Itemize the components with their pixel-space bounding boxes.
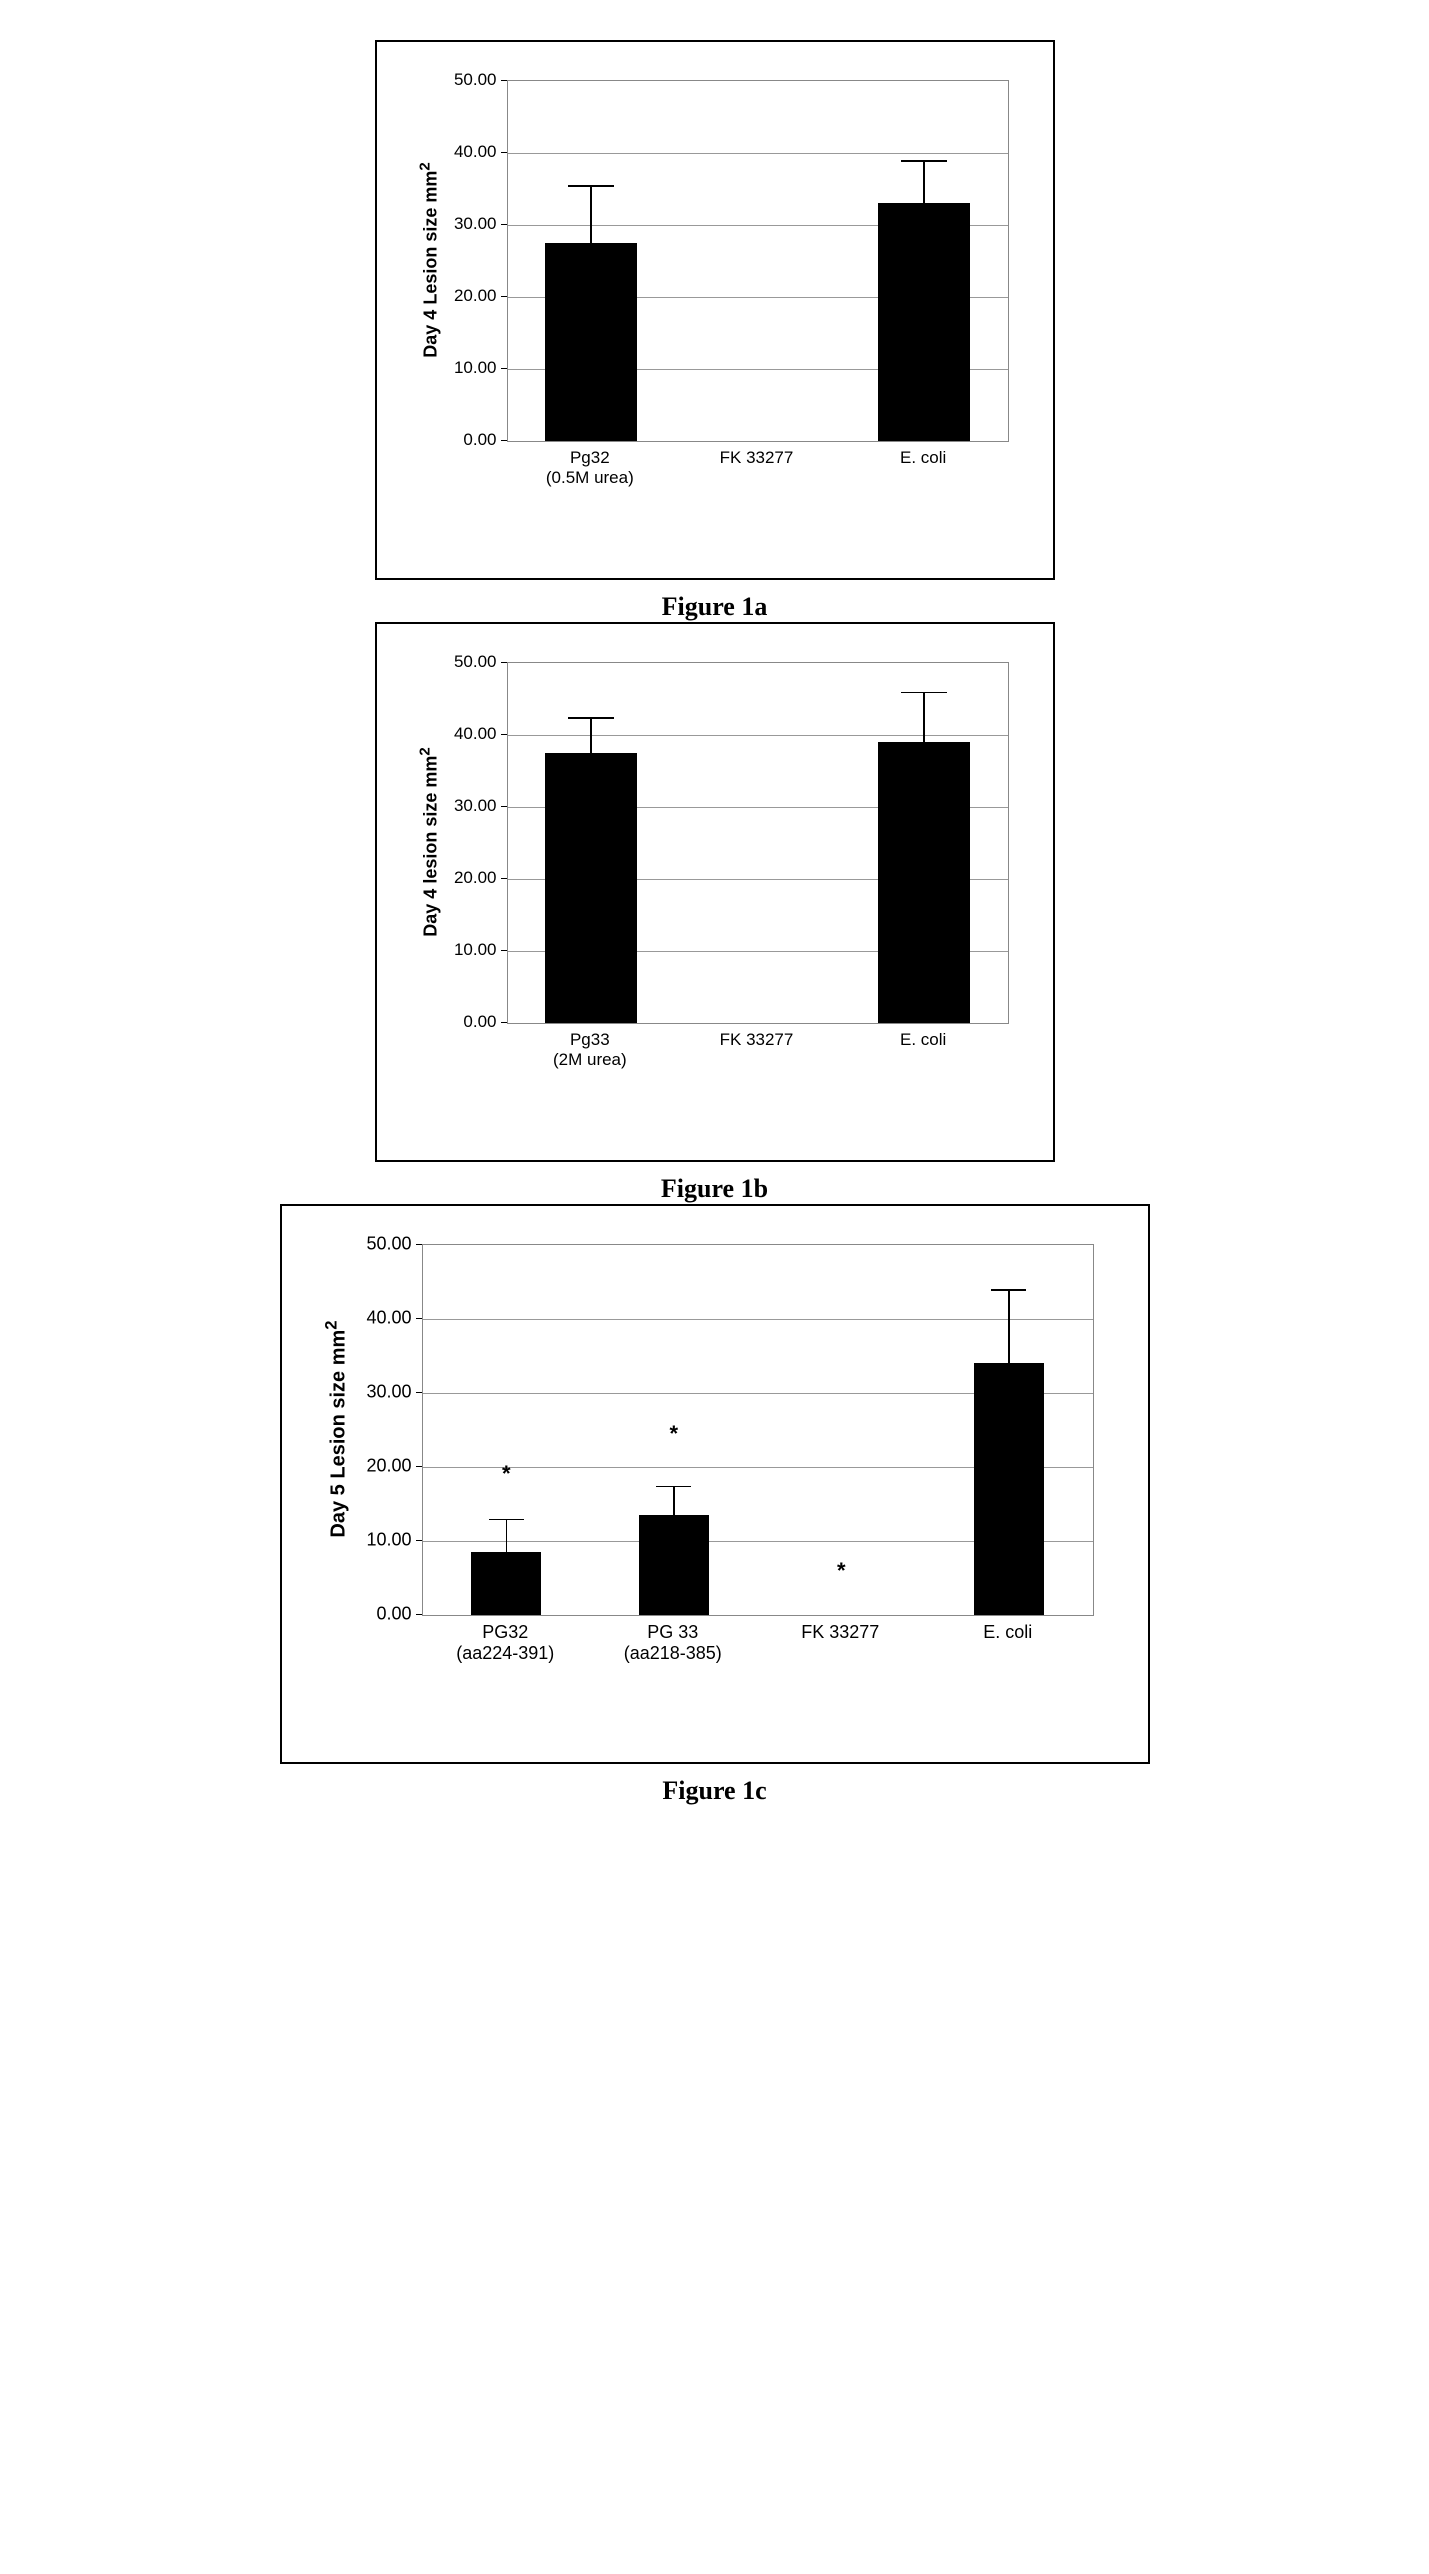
error-bar-cap [568, 185, 614, 187]
chart-frame: 0.00 10.00 20.00 30.00 40.00 50.00 Day 4 lesio… [375, 622, 1055, 1162]
y-tick-label: 30.00 [362, 1382, 412, 1403]
error-bar-cap [991, 1289, 1026, 1291]
x-category-label-line2: (2M urea) [507, 1050, 674, 1070]
bar [545, 753, 637, 1023]
x-category-label: E. coli [840, 1030, 1007, 1050]
y-axis-label: Day 4 lesion size mm2 [416, 747, 441, 936]
x-category-label: FK 33277 [757, 1622, 925, 1643]
x-category-label-line1: E. coli [840, 448, 1007, 468]
error-bar-stem [923, 692, 925, 742]
y-tick-label: 20.00 [447, 286, 497, 306]
gridline [423, 1319, 1093, 1320]
x-category-label: FK 33277 [673, 1030, 840, 1050]
figure-caption: Figure 1b [661, 1174, 768, 1204]
y-tick-label: 20.00 [362, 1456, 412, 1477]
y-tick-label: 10.00 [362, 1530, 412, 1551]
error-bar-stem [923, 160, 925, 203]
y-tick-label: 30.00 [447, 796, 497, 816]
x-category-label-line2: (aa218-385) [589, 1643, 757, 1664]
error-bar-cap [901, 160, 947, 162]
chart-box: 0.00 10.00 20.00 30.00 40.00 50.00 Day 5 Lesio… [300, 1224, 1130, 1744]
x-category-label-line1: PG 33 [589, 1622, 757, 1643]
chart-frame: 0.00 10.00 20.00 30.00 40.00 50.00 Day 4 Lesio… [375, 40, 1055, 580]
y-tick-label: 10.00 [447, 358, 497, 378]
y-axis-label-text: Day 5 Lesion size mm [327, 1330, 349, 1538]
y-axis-label-sup: 2 [416, 162, 433, 170]
gridline [508, 735, 1008, 736]
x-category-label: PG32(aa224-391) [422, 1622, 590, 1663]
figure-block: 0.00 10.00 20.00 30.00 40.00 50.00 Day 4 Lesio… [280, 40, 1150, 622]
bar [545, 243, 637, 441]
y-tick-label: 40.00 [447, 724, 497, 744]
y-tick-label: 40.00 [447, 142, 497, 162]
error-bar-cap [656, 1486, 691, 1488]
gridline [508, 153, 1008, 154]
error-bar-stem [590, 717, 592, 753]
y-tick-label: 0.00 [447, 1012, 497, 1032]
y-axis-label-text: Day 4 Lesion size mm [420, 171, 440, 358]
plot-area [507, 662, 1009, 1024]
bar [974, 1363, 1044, 1615]
y-tick-label: 20.00 [447, 868, 497, 888]
error-bar-stem [506, 1519, 508, 1552]
figure-block: 0.00 10.00 20.00 30.00 40.00 50.00 Day 5 Lesio… [280, 1204, 1150, 1806]
figures-root: 0.0010.0020.0030.0040.0050.00Day 4 Lesio… [280, 40, 1150, 1806]
error-bar-cap [901, 692, 947, 694]
x-category-label: PG 33(aa218-385) [589, 1622, 757, 1663]
y-tick-label: 10.00 [447, 940, 497, 960]
x-category-label: Pg32(0.5M urea) [507, 448, 674, 487]
chart-frame: 0.00 10.00 20.00 30.00 40.00 50.00 Day 5 Lesio… [280, 1204, 1150, 1764]
significance-star: * [502, 1461, 511, 1487]
x-category-label: FK 33277 [673, 448, 840, 468]
x-category-label-line2: (aa224-391) [422, 1643, 590, 1664]
x-category-label: E. coli [840, 448, 1007, 468]
x-category-label-line1: FK 33277 [673, 1030, 840, 1050]
x-category-label-line1: E. coli [924, 1622, 1092, 1643]
y-tick-label: 40.00 [362, 1308, 412, 1329]
figure-caption: Figure 1a [662, 592, 768, 622]
y-tick-label: 50.00 [362, 1234, 412, 1255]
y-axis-label-sup: 2 [416, 747, 433, 755]
x-category-label-line1: Pg33 [507, 1030, 674, 1050]
plot-area: * * * [422, 1244, 1094, 1616]
x-category-label-line1: E. coli [840, 1030, 1007, 1050]
y-tick-label: 50.00 [447, 70, 497, 90]
y-tick-label: 50.00 [447, 652, 497, 672]
figure-caption: Figure 1c [662, 1776, 766, 1806]
y-tick-label: 30.00 [447, 214, 497, 234]
y-tick-label: 0.00 [362, 1604, 412, 1625]
error-bar-cap [489, 1519, 524, 1521]
x-category-label-line1: FK 33277 [757, 1622, 925, 1643]
x-category-label: E. coli [924, 1622, 1092, 1643]
y-axis-label-text: Day 4 lesion size mm [420, 756, 440, 937]
significance-star: * [837, 1558, 846, 1584]
error-bar-stem [1008, 1289, 1010, 1363]
bar [639, 1515, 709, 1615]
figure-block: 0.00 10.00 20.00 30.00 40.00 50.00 Day 4 lesio… [280, 622, 1150, 1204]
x-category-label-line1: Pg32 [507, 448, 674, 468]
error-bar-stem [590, 185, 592, 243]
chart-box: 0.00 10.00 20.00 30.00 40.00 50.00 Day 4 lesio… [395, 642, 1035, 1142]
x-category-label: Pg33(2M urea) [507, 1030, 674, 1069]
y-axis-label: Day 5 Lesion size mm2 [321, 1320, 350, 1537]
y-axis-label: Day 4 Lesion size mm2 [416, 162, 441, 357]
x-category-label-line1: PG32 [422, 1622, 590, 1643]
bar [878, 203, 970, 441]
chart-box: 0.00 10.00 20.00 30.00 40.00 50.00 Day 4 Lesio… [395, 60, 1035, 560]
y-axis-label-sup: 2 [321, 1320, 340, 1329]
x-category-label-line1: FK 33277 [673, 448, 840, 468]
bar [471, 1552, 541, 1615]
error-bar-stem [673, 1486, 675, 1516]
error-bar-cap [568, 717, 614, 719]
significance-star: * [669, 1421, 678, 1447]
y-tick-label: 0.00 [447, 430, 497, 450]
x-category-label-line2: (0.5M urea) [507, 468, 674, 488]
bar [878, 742, 970, 1023]
plot-area [507, 80, 1009, 442]
